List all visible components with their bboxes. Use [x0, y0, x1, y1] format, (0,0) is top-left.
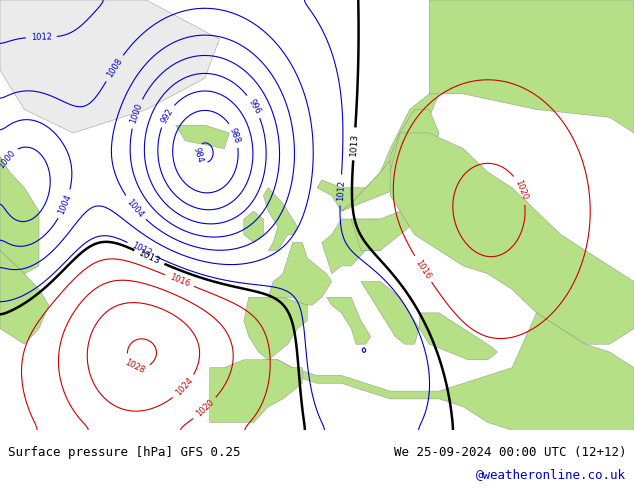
Polygon shape — [420, 313, 498, 360]
Text: 992: 992 — [159, 107, 174, 125]
Text: 1000: 1000 — [0, 149, 17, 171]
Text: 1020: 1020 — [194, 398, 216, 419]
Polygon shape — [390, 133, 634, 344]
Text: 1016: 1016 — [413, 258, 432, 280]
Text: 1028: 1028 — [124, 357, 146, 375]
Polygon shape — [429, 0, 634, 133]
Text: 988: 988 — [228, 126, 242, 145]
Text: @weatheronline.co.uk: @weatheronline.co.uk — [476, 467, 626, 481]
Text: 1016: 1016 — [168, 272, 191, 289]
Text: 1004: 1004 — [125, 197, 145, 219]
Polygon shape — [244, 297, 307, 360]
Polygon shape — [327, 297, 371, 344]
Text: We 25-09-2024 00:00 UTC (12+12): We 25-09-2024 00:00 UTC (12+12) — [394, 445, 626, 459]
Text: 1008: 1008 — [105, 57, 124, 79]
Text: Surface pressure [hPa] GFS 0.25: Surface pressure [hPa] GFS 0.25 — [8, 445, 240, 459]
Text: 1012: 1012 — [130, 241, 153, 258]
Text: 1020: 1020 — [513, 178, 529, 201]
Text: 1024: 1024 — [174, 376, 195, 398]
Polygon shape — [176, 125, 230, 148]
Polygon shape — [322, 219, 390, 274]
Text: 1013: 1013 — [137, 248, 162, 266]
Text: 1004: 1004 — [57, 193, 74, 216]
Text: 1013: 1013 — [349, 132, 359, 156]
Text: 1000: 1000 — [129, 102, 144, 125]
Text: 996: 996 — [247, 97, 262, 116]
Text: 1012: 1012 — [30, 32, 52, 42]
Polygon shape — [210, 360, 302, 422]
Polygon shape — [244, 211, 263, 243]
Polygon shape — [317, 94, 439, 211]
Polygon shape — [263, 188, 297, 250]
Text: 1012: 1012 — [335, 179, 346, 200]
Polygon shape — [351, 211, 410, 250]
Polygon shape — [361, 282, 420, 344]
Polygon shape — [0, 0, 219, 133]
Polygon shape — [390, 109, 439, 172]
Polygon shape — [0, 250, 49, 344]
Polygon shape — [0, 156, 39, 274]
Text: 984: 984 — [191, 147, 205, 164]
Polygon shape — [268, 243, 332, 305]
Polygon shape — [341, 117, 439, 211]
Polygon shape — [263, 313, 634, 430]
